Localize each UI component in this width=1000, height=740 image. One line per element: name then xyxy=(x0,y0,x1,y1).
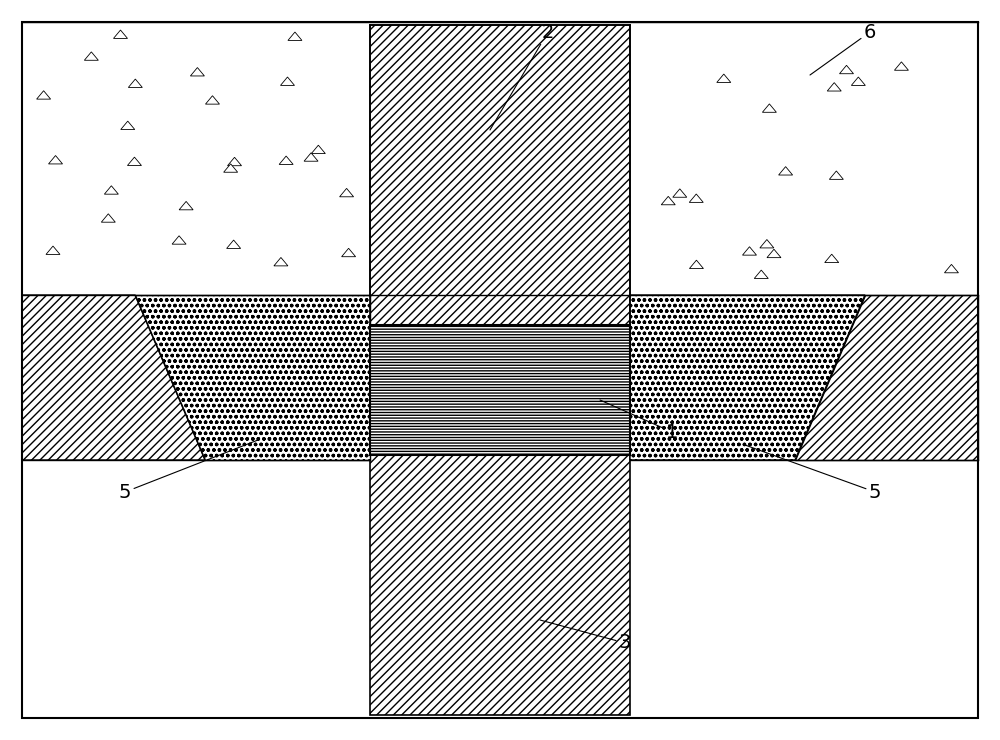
Polygon shape xyxy=(795,295,978,460)
Text: 1: 1 xyxy=(600,400,678,442)
Polygon shape xyxy=(762,104,776,112)
Polygon shape xyxy=(944,264,958,273)
Polygon shape xyxy=(135,295,370,460)
Text: 5: 5 xyxy=(119,440,258,502)
Bar xyxy=(630,460,978,718)
Polygon shape xyxy=(851,77,865,85)
Bar xyxy=(370,325,630,455)
Polygon shape xyxy=(49,155,63,164)
Polygon shape xyxy=(228,158,242,166)
Polygon shape xyxy=(829,171,843,179)
Polygon shape xyxy=(689,194,703,203)
Polygon shape xyxy=(46,246,60,255)
Polygon shape xyxy=(172,236,186,244)
Polygon shape xyxy=(279,156,293,164)
Bar xyxy=(630,22,978,295)
Bar xyxy=(22,22,370,295)
Polygon shape xyxy=(717,74,731,82)
Bar xyxy=(22,460,370,718)
Text: 3: 3 xyxy=(540,620,631,653)
Polygon shape xyxy=(827,83,841,91)
Text: 2: 2 xyxy=(490,22,554,130)
Polygon shape xyxy=(227,240,241,249)
Polygon shape xyxy=(825,254,839,263)
Polygon shape xyxy=(179,201,193,210)
Polygon shape xyxy=(661,196,675,205)
Polygon shape xyxy=(779,166,793,175)
Polygon shape xyxy=(673,189,687,198)
Text: 6: 6 xyxy=(810,22,876,75)
Polygon shape xyxy=(760,240,774,248)
Bar xyxy=(370,455,630,715)
Polygon shape xyxy=(630,295,865,460)
Polygon shape xyxy=(37,91,51,99)
Polygon shape xyxy=(689,260,703,269)
Polygon shape xyxy=(767,249,781,258)
Polygon shape xyxy=(205,95,219,104)
Polygon shape xyxy=(894,62,908,70)
Polygon shape xyxy=(121,121,135,130)
Polygon shape xyxy=(742,246,756,255)
Polygon shape xyxy=(311,145,325,154)
Polygon shape xyxy=(190,67,204,76)
Polygon shape xyxy=(754,270,768,278)
Polygon shape xyxy=(274,258,288,266)
Polygon shape xyxy=(304,153,318,161)
Polygon shape xyxy=(288,32,302,41)
Polygon shape xyxy=(84,52,98,60)
Text: 5: 5 xyxy=(745,445,881,502)
Polygon shape xyxy=(128,79,142,87)
Bar xyxy=(370,25,630,325)
Polygon shape xyxy=(342,249,356,257)
Polygon shape xyxy=(127,157,141,166)
Polygon shape xyxy=(104,186,118,194)
Polygon shape xyxy=(22,295,205,460)
Polygon shape xyxy=(113,30,127,38)
Polygon shape xyxy=(280,77,294,85)
Polygon shape xyxy=(340,189,354,197)
Polygon shape xyxy=(224,164,238,172)
Polygon shape xyxy=(101,214,115,222)
Polygon shape xyxy=(840,65,854,74)
